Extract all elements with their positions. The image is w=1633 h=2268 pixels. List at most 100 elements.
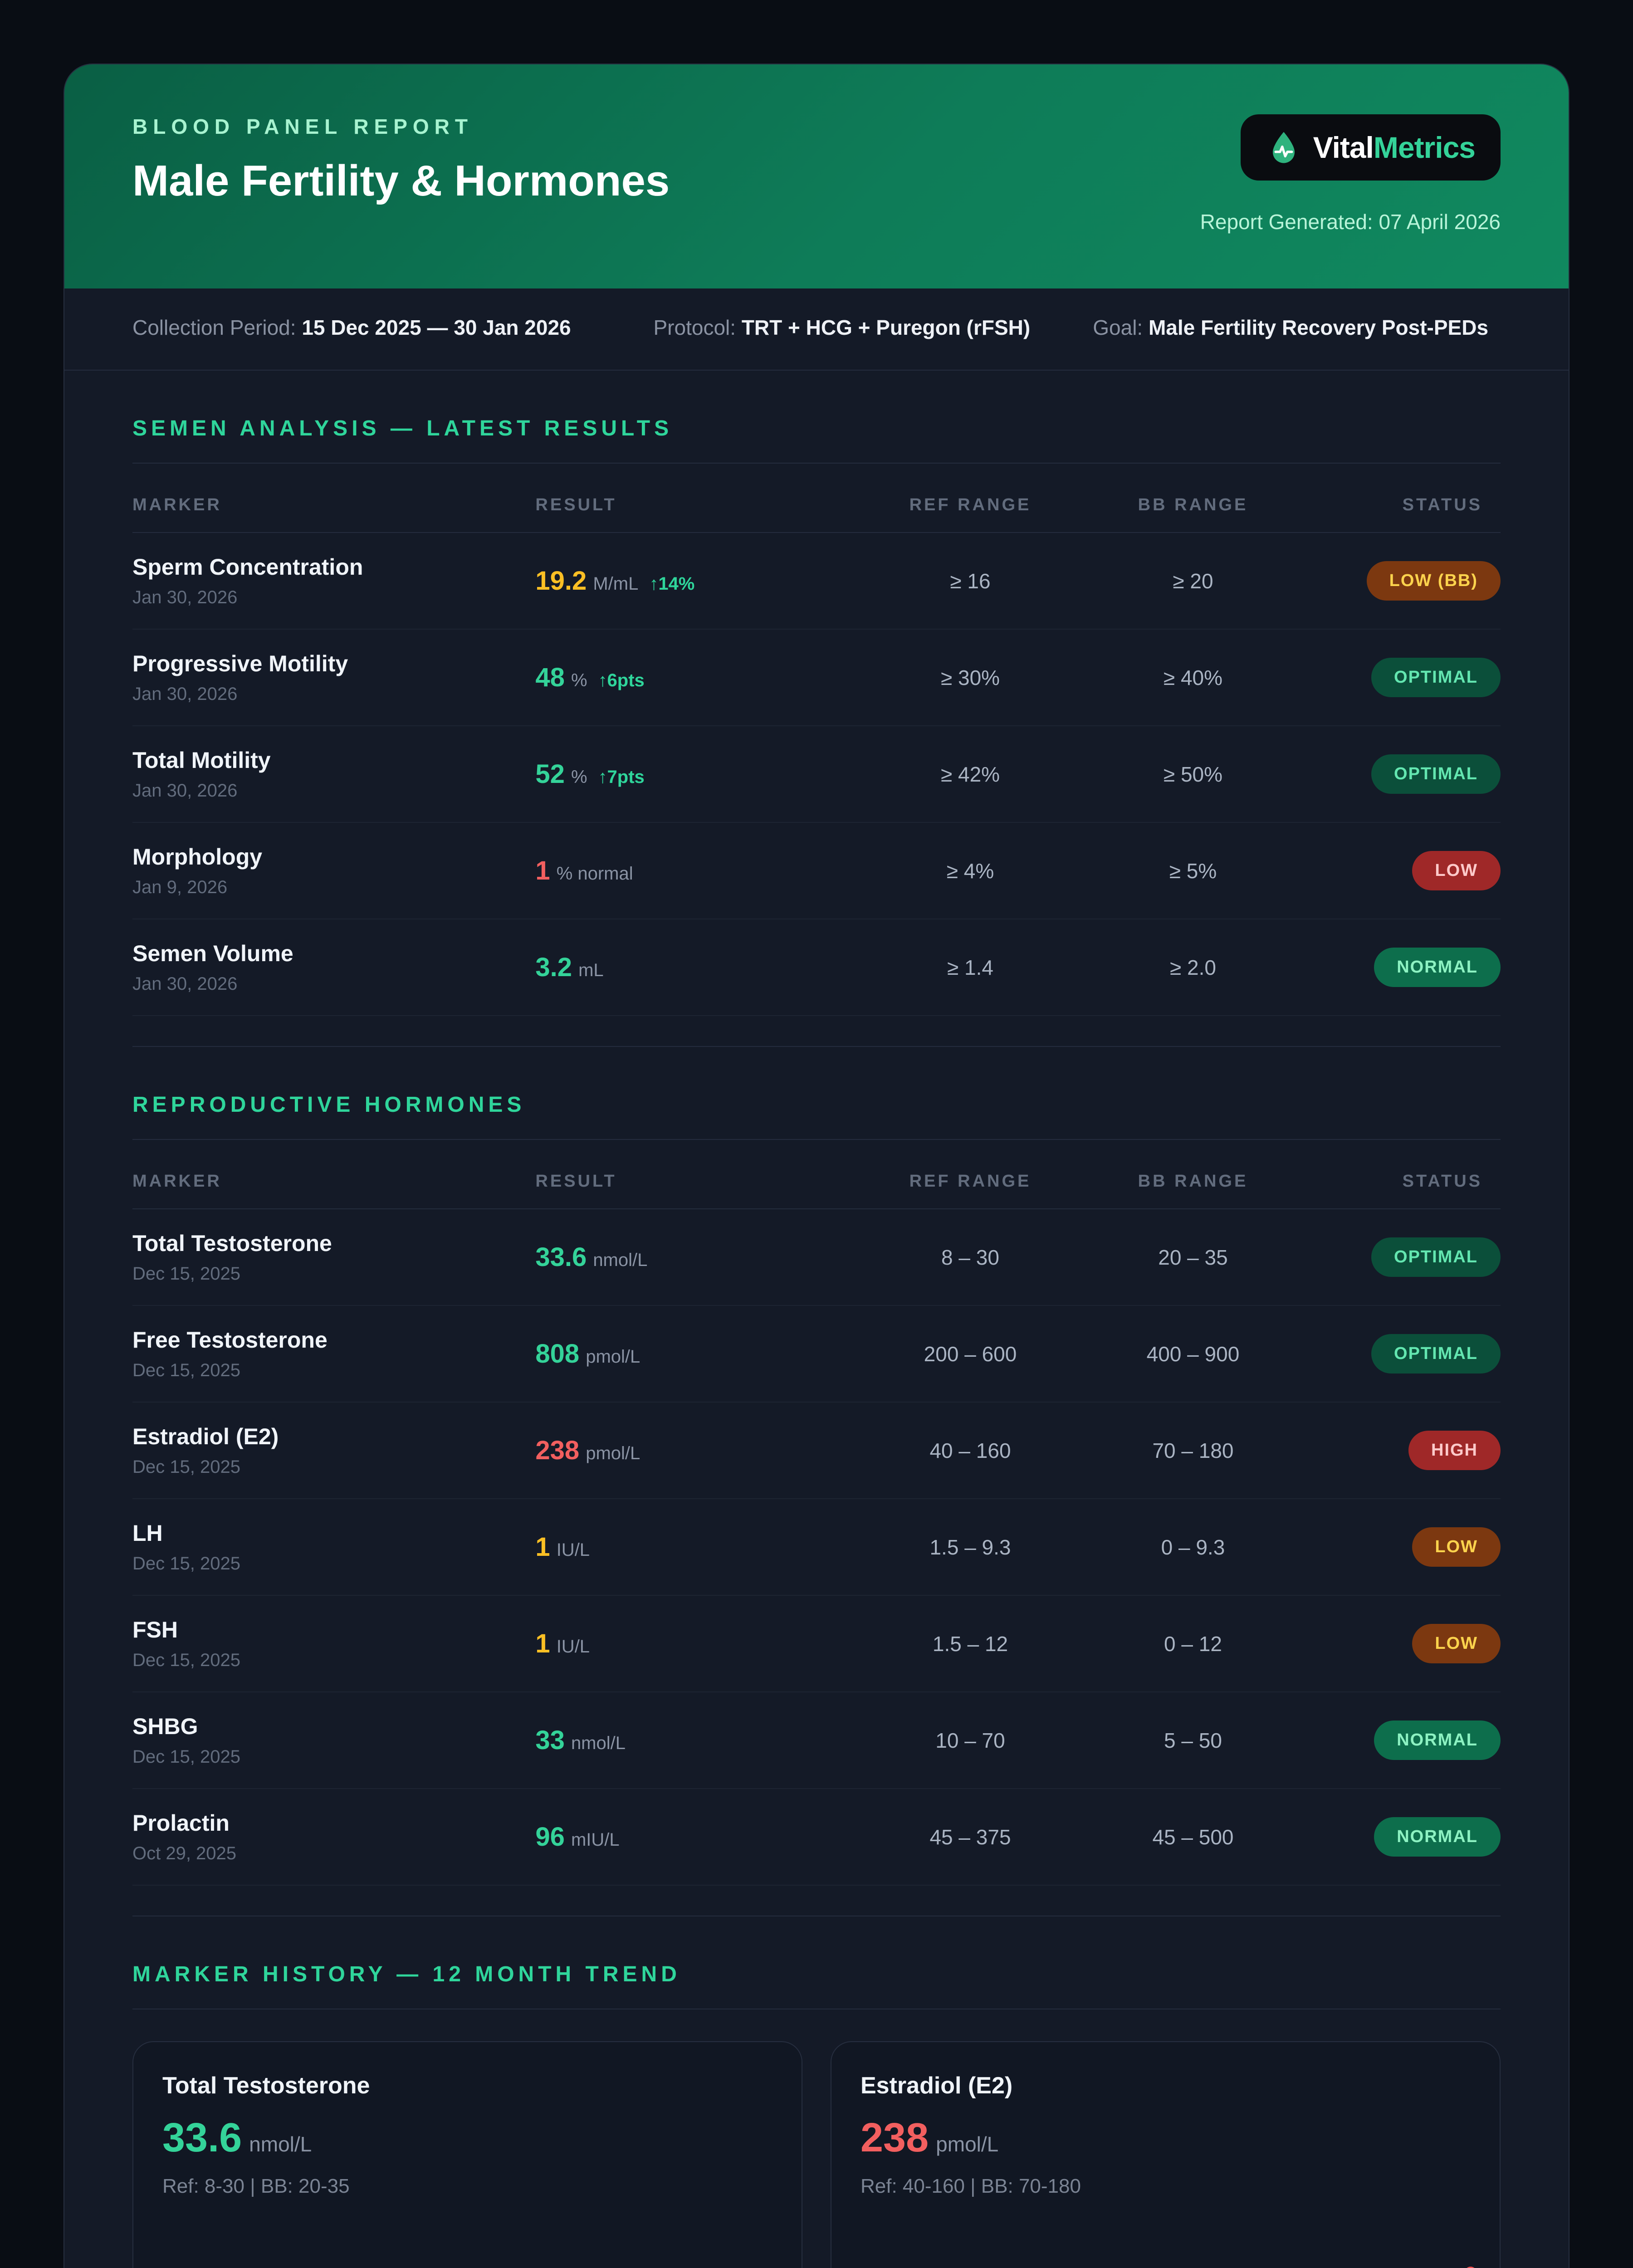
report-eyebrow: BLOOD PANEL REPORT <box>132 115 473 138</box>
bb-range: 5 – 50 <box>1164 1728 1222 1752</box>
meta-collection-period: Collection Period: 15 Dec 2025 — 30 Jan … <box>132 312 622 343</box>
status-badge: OPTIMAL <box>1371 754 1501 794</box>
bb-range: ≥ 20 <box>1173 569 1213 593</box>
marker-date: Dec 15, 2025 <box>132 1457 240 1477</box>
meta-value: 15 Dec 2025 — 30 Jan 2026 <box>302 316 571 339</box>
chart-ref-range: Ref: 8-30 | BB: 20-35 <box>162 2175 350 2197</box>
ref-range: ≥ 1.4 <box>947 955 993 979</box>
column-header-status: STATUS <box>1402 1172 1482 1191</box>
result-value: 52 <box>535 759 565 789</box>
marker-cell: FSH Dec 15, 2025 <box>132 1617 535 1671</box>
column-header-bb-range: BB RANGE <box>1138 495 1248 514</box>
result-cell: 19.2 M/mL ↑14% <box>535 566 853 596</box>
status-cell: LOW <box>1299 1624 1501 1663</box>
result-unit: pmol/L <box>586 1443 640 1463</box>
chart-title: Total Testosterone <box>162 2072 370 2099</box>
column-header-result: RESULT <box>535 495 617 514</box>
table-row: Semen Volume Jan 30, 2026 3.2 mL ≥ 1.4 ≥ 2.0 N… <box>132 919 1501 1016</box>
chart-ref-range: Ref: 40-160 | BB: 70-180 <box>861 2175 1081 2197</box>
marker-date: Dec 15, 2025 <box>132 1747 240 1767</box>
result-cell: 3.2 mL <box>535 952 853 982</box>
marker-cell: Prolactin Oct 29, 2025 <box>132 1810 535 1864</box>
report-header-titles: BLOOD PANEL REPORT Male Fertility & Horm… <box>132 114 670 206</box>
table-row: Free Testosterone Dec 15, 2025 808 pmol/L 20… <box>132 1306 1501 1403</box>
marker-name: Morphology <box>132 844 263 870</box>
chart-latest-value: 238 pmol/L <box>861 2115 1471 2161</box>
marker-date: Dec 15, 2025 <box>132 1360 240 1380</box>
result-value: 1 <box>535 856 550 885</box>
meta-goal: Goal: Male Fertility Recovery Post-PEDs <box>1093 312 1501 343</box>
result-cell: 96 mIU/L <box>535 1822 853 1852</box>
table-row: Prolactin Oct 29, 2025 96 mIU/L 45 – 375 45 –… <box>132 1789 1501 1886</box>
ref-range: ≥ 42% <box>940 762 1000 786</box>
table-row: LH Dec 15, 2025 1 IU/L 1.5 – 9.3 0 – 9.3 LOW <box>132 1499 1501 1596</box>
ref-range: 1.5 – 9.3 <box>929 1535 1011 1559</box>
marker-name: Prolactin <box>132 1810 230 1836</box>
status-badge: LOW <box>1412 851 1501 890</box>
bb-range: ≥ 2.0 <box>1169 955 1216 979</box>
result-value: 19.2 <box>535 566 587 596</box>
result-cell: 48% ↑6pts <box>535 662 853 693</box>
marker-date: Dec 15, 2025 <box>132 1264 240 1284</box>
marker-date: Jan 30, 2026 <box>132 684 238 704</box>
table-row: Estradiol (E2) Dec 15, 2025 238 pmol/L 40 – … <box>132 1403 1501 1499</box>
result-value: 96 <box>535 1822 565 1852</box>
section-title: SEMEN ANALYSIS — LATEST RESULTS <box>132 416 673 440</box>
status-badge: OPTIMAL <box>1371 658 1501 697</box>
marker-name: Free Testosterone <box>132 1327 328 1353</box>
marker-cell: Total Motility Jan 30, 2026 <box>132 747 535 801</box>
section-title: MARKER HISTORY — 12 MONTH TREND <box>132 1962 681 1986</box>
report-header-brand-block: VitalMetrics Report Generated: 07 April … <box>1200 114 1501 234</box>
result-unit: % <box>571 767 587 787</box>
bb-range: ≥ 40% <box>1163 665 1223 689</box>
result-value: 33.6 <box>535 1242 587 1272</box>
column-header-ref-range: REF RANGE <box>909 495 1032 514</box>
status-badge: HIGH <box>1408 1431 1501 1470</box>
marker-cell: Sperm Concentration Jan 30, 2026 <box>132 554 535 608</box>
status-badge: NORMAL <box>1374 948 1501 987</box>
ref-range: 10 – 70 <box>935 1728 1005 1752</box>
result-cell: 1 % normal <box>535 855 853 886</box>
bb-range: 20 – 35 <box>1158 1245 1228 1269</box>
marker-name: Total Testosterone <box>132 1231 332 1256</box>
report-header: BLOOD PANEL REPORT Male Fertility & Horm… <box>64 64 1569 288</box>
bb-range: 45 – 500 <box>1152 1825 1234 1849</box>
result-unit: pmol/L <box>586 1347 640 1367</box>
ref-range: ≥ 16 <box>950 569 991 593</box>
marker-name: Semen Volume <box>132 941 293 966</box>
ref-range: 1.5 – 12 <box>932 1632 1008 1656</box>
result-cell: 33.6 nmol/L <box>535 1242 853 1272</box>
marker-cell: LH Dec 15, 2025 <box>132 1520 535 1574</box>
marker-date: Jan 30, 2026 <box>132 587 238 607</box>
bb-range: 400 – 900 <box>1146 1342 1240 1366</box>
bb-range: 0 – 9.3 <box>1161 1535 1225 1559</box>
status-cell: OPTIMAL <box>1299 1237 1501 1277</box>
table-row: Total Testosterone Dec 15, 2025 33.6 nmol/L… <box>132 1209 1501 1306</box>
section-reproductive-hormones: REPRODUCTIVE HORMONES MARKER RESULT REF … <box>132 1092 1501 1916</box>
status-cell: OPTIMAL <box>1299 754 1501 794</box>
status-cell: LOW (BB) <box>1299 561 1501 601</box>
result-value: 808 <box>535 1339 580 1369</box>
marker-cell: Progressive Motility Jan 30, 2026 <box>132 650 535 704</box>
meta-protocol: Protocol: TRT + HCG + Puregon (rFSH) <box>654 312 1061 343</box>
status-cell: NORMAL <box>1299 1721 1501 1760</box>
marker-date: Jan 30, 2026 <box>132 781 238 801</box>
meta-value: TRT + HCG + Puregon (rFSH) <box>741 316 1031 339</box>
result-unit: IU/L <box>556 1637 590 1657</box>
ref-range: 40 – 160 <box>929 1438 1011 1462</box>
marker-cell: Estradiol (E2) Dec 15, 2025 <box>132 1423 535 1477</box>
ref-range: 200 – 600 <box>924 1342 1017 1366</box>
result-delta: ↑6pts <box>598 670 645 690</box>
result-cell: 1 IU/L <box>535 1628 853 1659</box>
meta-label: Collection Period: <box>132 316 296 339</box>
result-cell: 808 pmol/L <box>535 1339 853 1369</box>
status-badge: NORMAL <box>1374 1721 1501 1760</box>
bb-range: ≥ 50% <box>1163 762 1223 786</box>
result-value: 48 <box>535 663 565 692</box>
result-value: 3.2 <box>535 953 572 982</box>
table-body-hormones: Total Testosterone Dec 15, 2025 33.6 nmol/L… <box>132 1209 1501 1886</box>
chart-card-total-testosterone: Total Testosterone 33.6 nmol/L Ref: 8-30 | … <box>132 2041 802 2268</box>
status-badge: NORMAL <box>1374 1817 1501 1857</box>
result-unit: mIU/L <box>571 1830 620 1850</box>
